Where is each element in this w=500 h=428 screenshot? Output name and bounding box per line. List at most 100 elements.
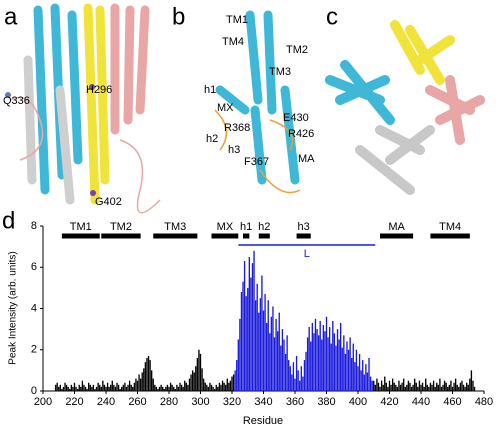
bar	[223, 382, 225, 391]
bar	[133, 382, 136, 391]
bar	[73, 382, 76, 391]
bar	[399, 384, 402, 391]
y-tick-label: 8	[31, 220, 37, 232]
region-label: L	[304, 248, 310, 260]
bar	[319, 320, 321, 391]
bar	[330, 343, 332, 391]
bar	[70, 384, 73, 391]
bar	[328, 327, 331, 391]
bar	[212, 386, 214, 391]
bar	[354, 362, 356, 391]
bar	[461, 380, 463, 391]
bar	[58, 386, 60, 391]
bar	[176, 384, 178, 391]
bar	[264, 294, 266, 391]
x-tick-label: 300	[191, 396, 209, 408]
bar	[414, 378, 416, 391]
bar	[69, 388, 71, 391]
bar	[396, 386, 399, 391]
bar	[317, 335, 320, 391]
bar	[204, 382, 206, 391]
bar	[210, 384, 213, 391]
bar	[92, 384, 95, 391]
bar	[65, 384, 68, 391]
bar	[360, 370, 362, 391]
bar	[336, 329, 339, 391]
bar	[464, 386, 466, 391]
bar	[410, 386, 413, 391]
structure-annotation: TM3	[269, 66, 291, 78]
structure-annotation: R426	[288, 128, 314, 140]
bar	[99, 384, 101, 391]
bar	[346, 341, 348, 391]
bar	[338, 339, 340, 391]
bar	[447, 386, 449, 391]
bar	[62, 386, 65, 391]
panel-label: d	[2, 207, 15, 234]
x-tick-label: 380	[317, 396, 335, 408]
bar	[377, 382, 380, 391]
bar	[88, 382, 90, 391]
bar	[288, 360, 290, 391]
domain-bar	[296, 233, 311, 239]
bar	[363, 374, 365, 391]
bar	[182, 386, 184, 391]
bar	[152, 378, 154, 391]
bar	[83, 384, 85, 391]
bar	[72, 386, 74, 391]
panel-label: c	[326, 3, 338, 30]
bar	[76, 388, 79, 391]
bar	[114, 386, 117, 391]
bar	[258, 312, 260, 391]
bar	[247, 287, 249, 391]
x-tick-label: 200	[34, 396, 52, 408]
bar	[459, 382, 462, 391]
bar	[379, 386, 381, 391]
bar	[231, 376, 233, 391]
domain-bar	[243, 233, 250, 239]
bar	[387, 386, 389, 391]
bar	[217, 386, 219, 391]
bar	[391, 378, 394, 391]
bar	[160, 384, 162, 391]
bar	[442, 384, 444, 391]
bar	[229, 380, 232, 391]
bar	[277, 331, 279, 391]
bar	[187, 384, 189, 391]
domain-label: h1	[240, 221, 252, 233]
bar	[106, 382, 109, 391]
bar	[347, 349, 350, 391]
bar	[89, 384, 91, 391]
bar	[149, 360, 151, 391]
x-tick-label: 220	[65, 396, 83, 408]
bar	[180, 384, 183, 391]
bar-chart: d Residue Peak Intensity (arb. units) 02…	[2, 207, 493, 427]
bar	[102, 380, 104, 391]
bar	[349, 337, 351, 391]
bar	[209, 382, 211, 391]
bar	[243, 261, 246, 391]
bar	[466, 382, 468, 391]
domain-bar	[430, 233, 470, 239]
bar	[453, 382, 455, 391]
bar	[445, 382, 447, 391]
x-tick-label: 340	[254, 396, 272, 408]
bar	[295, 355, 298, 391]
bar	[450, 380, 452, 391]
bar	[454, 378, 457, 391]
domain-bar	[211, 233, 239, 239]
bar	[95, 386, 98, 391]
bar	[110, 384, 112, 391]
bar	[357, 366, 359, 391]
bar	[467, 384, 469, 391]
bar	[300, 366, 302, 391]
bar	[322, 325, 325, 391]
bar	[440, 386, 443, 391]
bar	[232, 374, 235, 391]
bar	[113, 384, 115, 391]
bar	[340, 322, 342, 391]
bar	[426, 384, 428, 391]
bar	[122, 384, 124, 391]
y-tick-label: 6	[31, 261, 37, 273]
structure-annotation: h3	[228, 144, 240, 156]
